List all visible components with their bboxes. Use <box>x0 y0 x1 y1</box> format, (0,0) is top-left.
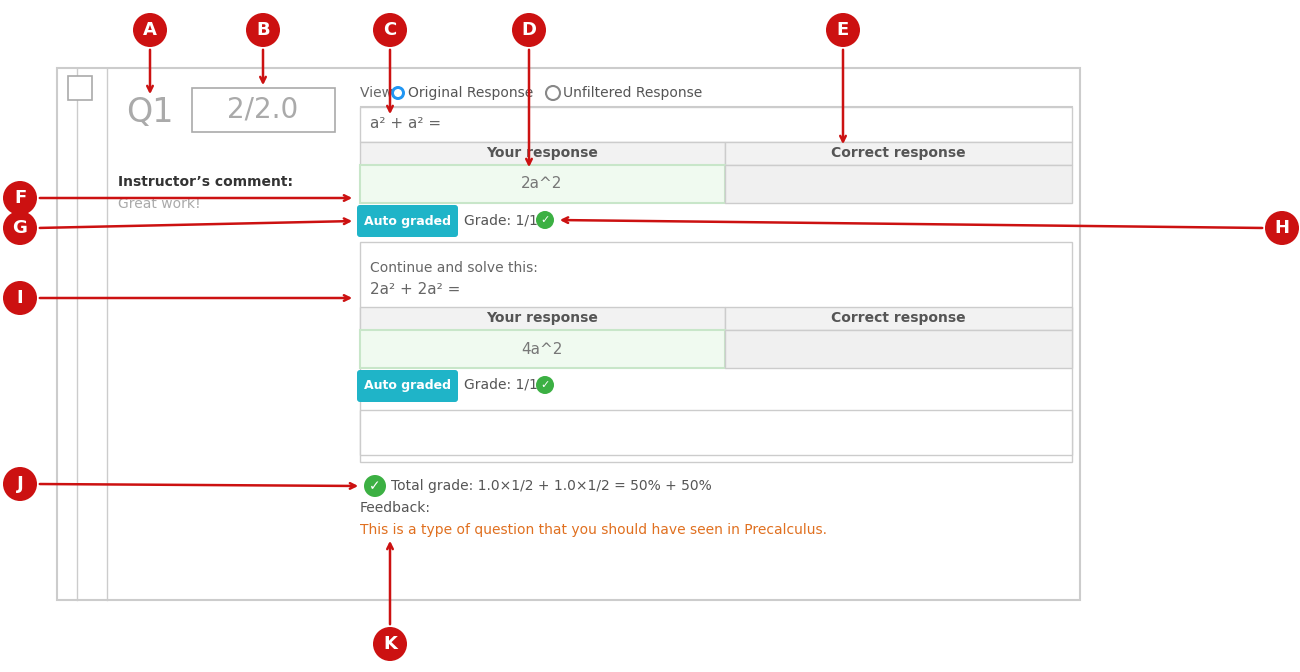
Text: ✓: ✓ <box>541 215 550 225</box>
Text: Grade: 1/1.0: Grade: 1/1.0 <box>464 213 551 227</box>
Circle shape <box>373 13 407 47</box>
Text: Continue and solve this:: Continue and solve this: <box>370 261 538 275</box>
Circle shape <box>246 13 280 47</box>
Text: a² + a² =: a² + a² = <box>370 116 441 132</box>
Bar <box>192 88 335 132</box>
Bar <box>360 142 725 165</box>
Circle shape <box>3 281 36 315</box>
Circle shape <box>373 627 407 661</box>
Circle shape <box>826 13 861 47</box>
Text: G: G <box>13 219 27 237</box>
Circle shape <box>3 467 36 501</box>
Circle shape <box>3 181 36 215</box>
Text: Auto graded: Auto graded <box>364 380 451 392</box>
Bar <box>57 68 1080 600</box>
Circle shape <box>364 475 386 497</box>
Bar <box>360 107 1072 142</box>
Circle shape <box>133 13 166 47</box>
Text: Total grade: 1.0×1/2 + 1.0×1/2 = 50% + 50%: Total grade: 1.0×1/2 + 1.0×1/2 = 50% + 5… <box>391 479 712 493</box>
Text: E: E <box>837 21 849 39</box>
Bar <box>360 410 1072 455</box>
FancyBboxPatch shape <box>358 370 458 402</box>
Text: 2a^2: 2a^2 <box>521 177 563 192</box>
Text: Grade: 1/1.0: Grade: 1/1.0 <box>464 378 551 392</box>
Circle shape <box>512 13 546 47</box>
Bar <box>725 330 1072 368</box>
Text: 2/2.0: 2/2.0 <box>227 96 299 124</box>
Text: Auto graded: Auto graded <box>364 214 451 228</box>
Text: Q1: Q1 <box>126 95 174 128</box>
Text: H: H <box>1274 219 1290 237</box>
Text: J: J <box>17 475 23 493</box>
Text: 2a² + 2a² =: 2a² + 2a² = <box>370 282 460 296</box>
Text: C: C <box>384 21 396 39</box>
Text: B: B <box>256 21 270 39</box>
Circle shape <box>391 86 406 100</box>
Bar <box>68 76 92 100</box>
Text: Your response: Your response <box>486 311 598 325</box>
Bar <box>360 330 725 368</box>
Circle shape <box>546 86 560 100</box>
Text: Unfiltered Response: Unfiltered Response <box>563 86 702 100</box>
Circle shape <box>3 211 36 245</box>
Text: I: I <box>17 289 23 307</box>
Bar <box>725 165 1072 203</box>
Text: Correct response: Correct response <box>831 146 966 160</box>
Text: View: View <box>360 86 398 100</box>
Bar <box>360 165 725 203</box>
Text: ✓: ✓ <box>541 380 550 390</box>
Text: ✓: ✓ <box>369 479 381 493</box>
Text: F: F <box>14 189 26 207</box>
Text: Your response: Your response <box>486 146 598 160</box>
Text: Great work!: Great work! <box>118 197 200 211</box>
Text: Feedback:: Feedback: <box>360 501 432 515</box>
Text: This is a type of question that you should have seen in Precalculus.: This is a type of question that you shou… <box>360 523 827 537</box>
Text: A: A <box>143 21 157 39</box>
Bar <box>725 142 1072 165</box>
Text: Instructor’s comment:: Instructor’s comment: <box>118 175 292 189</box>
FancyBboxPatch shape <box>358 205 458 237</box>
Circle shape <box>536 376 554 394</box>
Text: K: K <box>384 635 396 653</box>
Bar <box>360 242 1072 462</box>
Bar <box>360 307 725 330</box>
Circle shape <box>394 89 402 97</box>
Text: 4a^2: 4a^2 <box>521 341 563 357</box>
Text: D: D <box>521 21 537 39</box>
Circle shape <box>1265 211 1299 245</box>
Circle shape <box>536 211 554 229</box>
Text: Correct response: Correct response <box>831 311 966 325</box>
Bar <box>725 307 1072 330</box>
Text: Original Response: Original Response <box>408 86 533 100</box>
